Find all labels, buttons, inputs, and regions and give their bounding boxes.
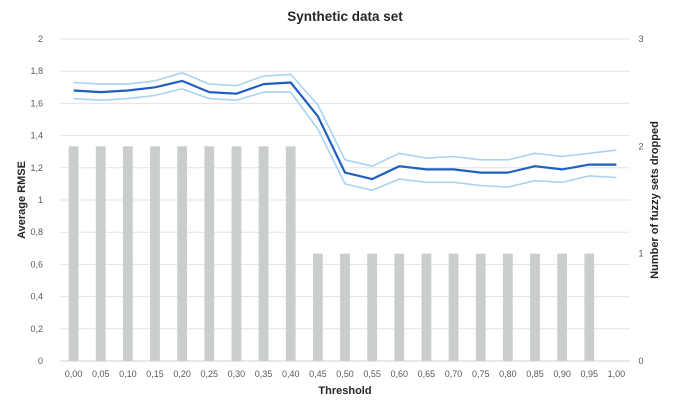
x-tick-label: 0,05 [92,369,110,379]
bar [204,146,215,361]
y-tick-label: 1,4 [30,131,43,141]
y-tick-label: 1,8 [30,66,43,76]
y-tick-label: 1,6 [30,98,43,108]
bar [421,253,432,361]
x-tick-label: 0,25 [201,369,219,379]
series-line-bound [73,72,617,167]
bar [584,253,595,361]
bar [394,253,405,361]
series-line-bound [73,88,617,192]
bar [231,146,242,361]
y-tick-label: 0,6 [30,259,43,269]
chart-title: Synthetic data set [287,9,403,24]
x-tick-label: 0,80 [499,369,517,379]
x-axis-title: Threshold [318,385,371,397]
y-tick-label: 2 [38,34,43,44]
bar [475,253,486,361]
x-tick-label: 0,95 [581,369,599,379]
y2-tick-label: 3 [638,34,643,44]
bar [150,146,160,361]
y-tick-label: 0,8 [30,227,43,237]
x-tick-label: 0,45 [309,369,327,379]
x-tick-label: 0,65 [418,369,436,379]
bar [448,253,459,361]
bar [530,253,540,361]
bar [502,253,513,361]
x-tick-label: 0,60 [391,369,409,379]
bar [258,146,269,361]
x-tick-label: 0,55 [363,369,381,379]
y-tick-label: 1 [38,195,43,205]
x-tick-label: 0,10 [119,369,137,379]
bar [285,146,296,361]
bar [340,253,350,361]
bar [367,253,378,361]
x-tick-label: 0,40 [282,369,300,379]
bar [68,146,79,361]
x-tick-label: 0,90 [553,369,571,379]
bar [177,146,188,361]
x-tick-label: 0,85 [526,369,544,379]
x-tick-label: 0,15 [146,369,164,379]
y-tick-label: 0 [38,356,43,366]
y2-tick-label: 1 [638,249,643,259]
x-tick-label: 0,75 [472,369,490,379]
y2-tick-label: 2 [638,141,643,151]
y-tick-label: 0,4 [30,292,43,302]
bar [312,253,323,361]
x-tick-label: 0,00 [65,369,83,379]
bar [557,253,568,361]
x-tick-label: 1,00 [608,369,626,379]
x-tick-label: 0,70 [445,369,463,379]
y-tick-label: 1,2 [30,163,43,173]
y2-tick-label: 0 [638,356,643,366]
y-axis-title: Average RMSE [16,161,28,239]
x-tick-label: 0,20 [173,369,191,379]
y2-axis-title: Number of fuzzy sets dropped [649,121,661,279]
bar [122,146,133,361]
x-tick-label: 0,30 [228,369,246,379]
y-tick-label: 0,2 [30,324,43,334]
bar [95,146,106,361]
series-line-mean [73,79,617,181]
x-tick-label: 0,50 [336,369,354,379]
x-tick-label: 0,35 [255,369,273,379]
